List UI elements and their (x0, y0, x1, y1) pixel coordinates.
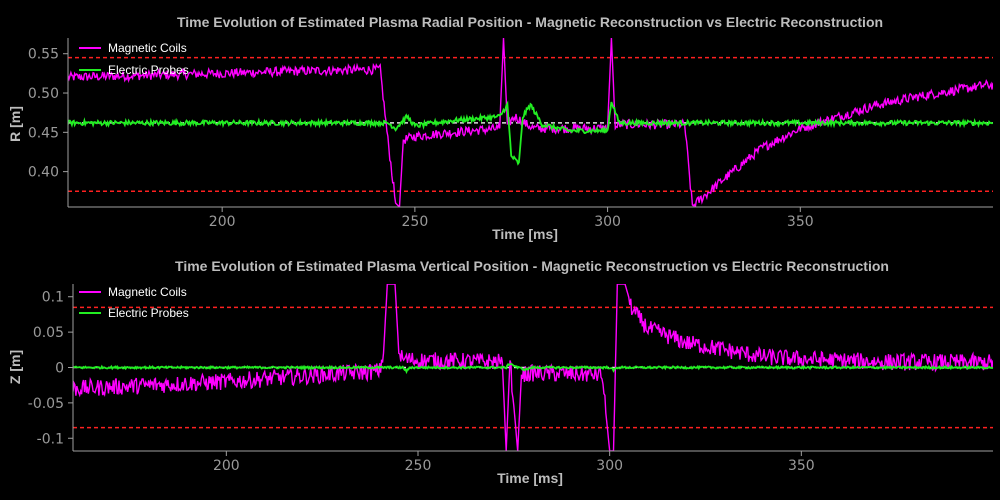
y-tick-label: 0 (55, 361, 64, 377)
x-tick-label: 350 (788, 458, 815, 474)
vertical-x-axis-label: Time [ms] (497, 470, 563, 486)
y-tick-label: 0.05 (33, 325, 64, 341)
radial-series (68, 38, 993, 207)
radial-legend: Magnetic Coils Electric Probes (79, 41, 189, 77)
legend-label-magnetic: Magnetic Coils (108, 285, 187, 299)
legend-label-electric: Electric Probes (108, 306, 189, 320)
legend-label-electric: Electric Probes (108, 63, 189, 77)
vertical-chart-title: Time Evolution of Estimated Plasma Verti… (175, 258, 889, 274)
x-tick-label: 200 (209, 214, 236, 230)
electric-probes-line (68, 100, 993, 166)
radial-axes (67, 38, 993, 208)
radial-x-axis-label: Time [ms] (492, 226, 558, 242)
vertical-axes (72, 284, 993, 452)
y-tick-label: 0.55 (28, 47, 59, 63)
vertical-legend: Magnetic Coils Electric Probes (79, 285, 189, 320)
x-tick-label: 300 (594, 214, 621, 230)
x-tick-label: 350 (787, 214, 814, 230)
legend-label-magnetic: Magnetic Coils (108, 41, 187, 55)
radial-ticks: 200 250 300 350 0.40 0.45 0.50 0.55 (28, 47, 814, 230)
x-tick-label: 200 (213, 458, 240, 474)
x-tick-label: 250 (405, 458, 432, 474)
vertical-series (73, 284, 993, 451)
y-tick-label: 0.50 (28, 86, 59, 102)
vertical-ticks: 200 250 300 350 -0.1 -0.05 0 0.05 0.1 (28, 290, 815, 474)
radial-chart-title: Time Evolution of Estimated Plasma Radia… (177, 14, 883, 30)
x-tick-label: 300 (596, 458, 623, 474)
radial-position-panel: Time Evolution of Estimated Plasma Radia… (7, 14, 993, 242)
vertical-position-panel: Time Evolution of Estimated Plasma Verti… (7, 258, 993, 486)
y-tick-label: -0.1 (37, 431, 64, 447)
y-tick-label: 0.1 (42, 290, 64, 306)
y-tick-label: -0.05 (28, 396, 64, 412)
magnetic-coils-line (68, 38, 993, 207)
y-tick-label: 0.40 (28, 165, 59, 181)
radial-y-axis-label: R [m] (7, 106, 23, 142)
electric-probes-line (73, 363, 993, 375)
y-tick-label: 0.45 (28, 125, 59, 141)
magnetic-coils-line (73, 284, 993, 451)
vertical-y-axis-label: Z [m] (7, 350, 23, 384)
x-tick-label: 250 (402, 214, 429, 230)
